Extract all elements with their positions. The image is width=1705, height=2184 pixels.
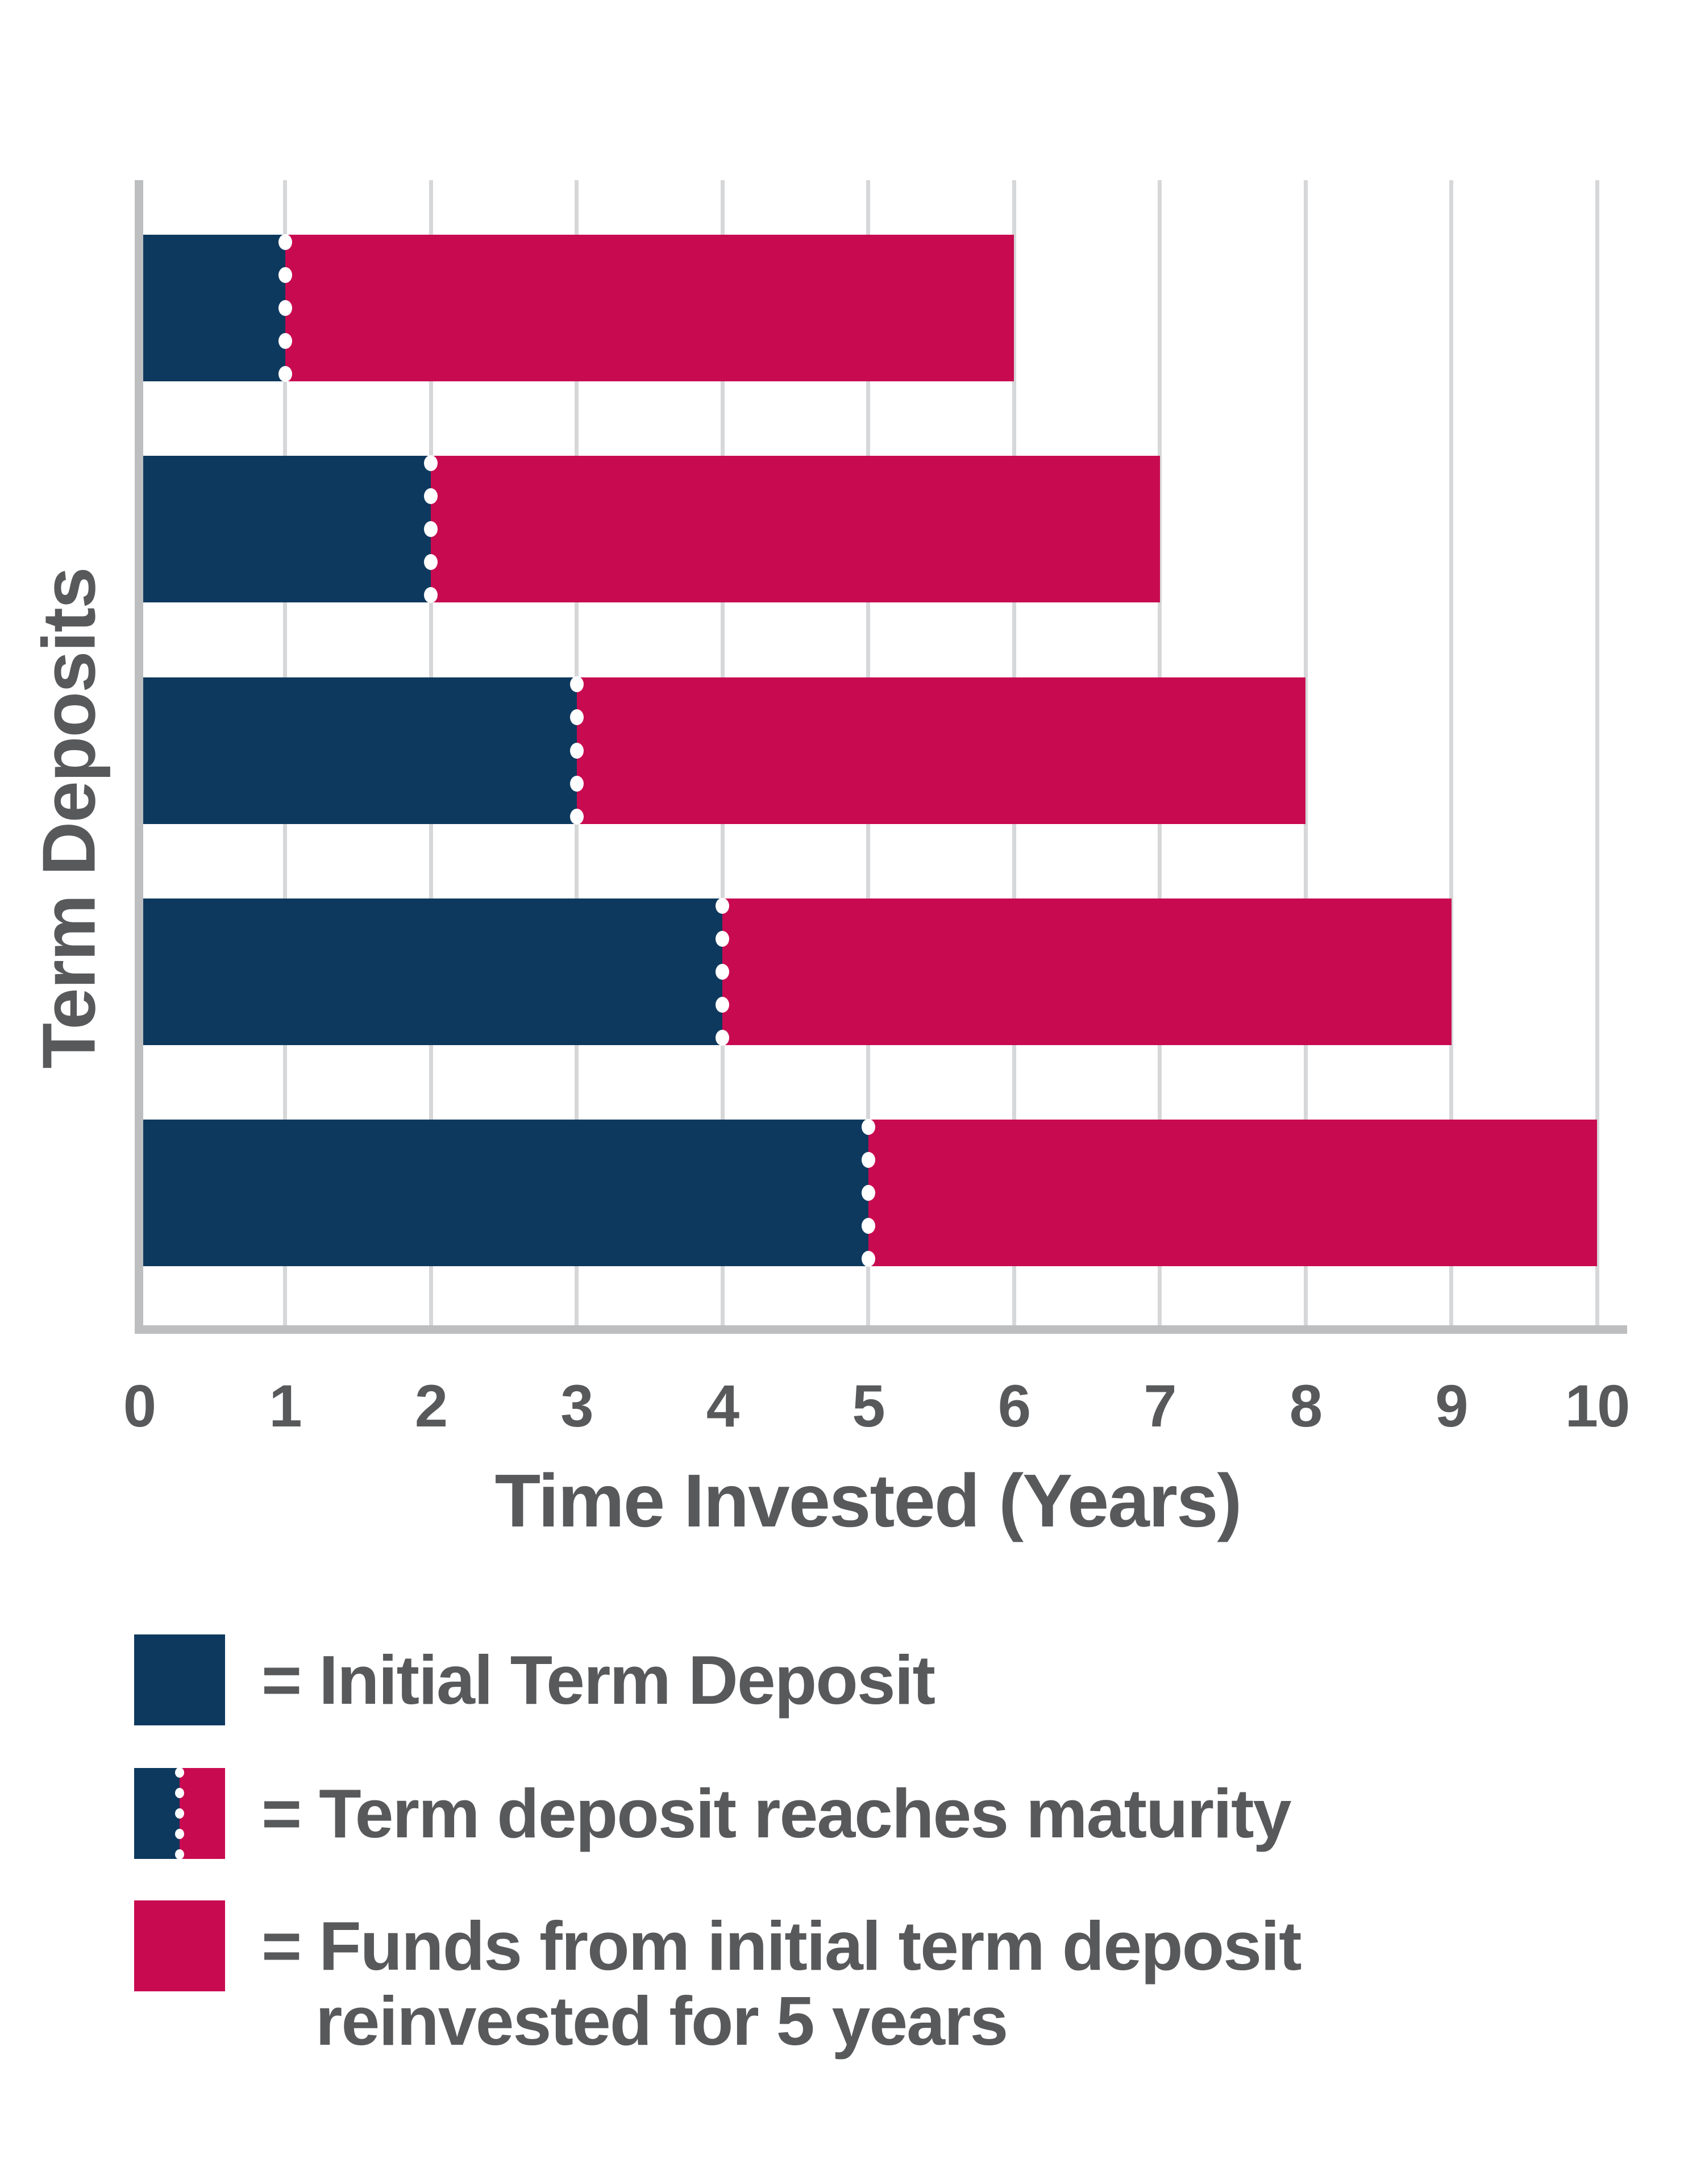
initial-deposit-segment	[143, 898, 722, 1045]
legend-swatch-initial-half	[134, 1768, 180, 1859]
gridline-year-10	[1595, 180, 1599, 1325]
maturity-marker-dot	[569, 808, 584, 825]
maturity-marker-dot	[861, 1218, 875, 1234]
reinvested-segment	[868, 1120, 1597, 1266]
maturity-marker-dot	[716, 1029, 729, 1046]
x-tick-label-9: 9	[1435, 1373, 1468, 1440]
y-axis-title: Term Deposits	[27, 568, 111, 1069]
x-tick-label-7: 7	[1143, 1373, 1176, 1440]
maturity-marker-dot	[861, 1251, 875, 1267]
initial-deposit-segment	[143, 677, 577, 824]
maturity-marker-dot	[861, 1118, 875, 1135]
legend-label-initial-term-deposit: = Initial Term Deposit	[261, 1641, 935, 1719]
maturity-marker-dot	[861, 1151, 875, 1168]
maturity-marker-dot	[424, 554, 438, 571]
reinvested-segment	[576, 677, 1305, 824]
x-tick-label-3: 3	[560, 1373, 593, 1440]
x-tick-label-8: 8	[1289, 1373, 1323, 1440]
legend-maturity-dot	[175, 1768, 184, 1778]
maturity-marker-dot	[278, 234, 292, 250]
gridline-year-8	[1303, 180, 1308, 1325]
maturity-marker-dot	[569, 775, 584, 792]
maturity-marker-dot	[424, 488, 438, 505]
maturity-marker-dot	[569, 709, 584, 726]
maturity-marker-dot	[278, 300, 292, 316]
maturity-marker-dot	[424, 521, 438, 538]
x-tick-label-4: 4	[706, 1373, 739, 1440]
maturity-marker-dot	[278, 333, 292, 350]
x-axis-title: Time Invested (Years)	[494, 1459, 1242, 1542]
maturity-marker-dot	[424, 455, 438, 472]
initial-deposit-segment	[143, 235, 285, 381]
x-tick-label-2: 2	[414, 1373, 448, 1440]
initial-deposit-segment	[143, 456, 431, 603]
maturity-marker-dot	[861, 1185, 875, 1201]
legend-swatch-term-deposit-reaches-maturity	[134, 1768, 225, 1859]
maturity-marker-dot	[716, 963, 729, 980]
legend-swatch-funds-reinvested	[134, 1900, 225, 1991]
legend-label-funds-reinvested: = Funds from initial term deposit reinves…	[261, 1907, 1302, 2060]
reinvested-segment	[285, 235, 1014, 381]
legend-maturity-dot	[175, 1829, 184, 1839]
legend-maturity-dot	[175, 1788, 184, 1798]
x-axis-line	[135, 1325, 1627, 1334]
x-tick-label-0: 0	[123, 1373, 156, 1440]
maturity-marker-dot	[569, 742, 584, 759]
maturity-marker-dot	[716, 930, 729, 947]
x-tick-label-5: 5	[852, 1373, 885, 1440]
legend-label-term-deposit-reaches-maturity: = Term deposit reaches maturity	[261, 1775, 1291, 1852]
maturity-marker-dot	[278, 267, 292, 283]
maturity-marker-dot	[424, 587, 438, 604]
maturity-marker-dot	[278, 366, 292, 382]
maturity-marker-dot	[716, 897, 729, 914]
maturity-marker-dot	[716, 996, 729, 1013]
legend-swatch-reinvested-half	[180, 1768, 225, 1859]
x-tick-label-1: 1	[269, 1373, 302, 1440]
legend-maturity-dot	[175, 1808, 184, 1819]
legend-maturity-dot	[175, 1849, 184, 1859]
x-tick-label-6: 6	[997, 1373, 1031, 1440]
initial-deposit-segment	[143, 1120, 868, 1266]
legend-swatch-initial-term-deposit	[134, 1634, 225, 1725]
maturity-marker-dot	[569, 676, 584, 693]
x-tick-label-10: 10	[1565, 1373, 1631, 1440]
y-axis-line	[135, 180, 143, 1334]
gridline-year-9	[1449, 180, 1453, 1325]
reinvested-segment	[431, 456, 1160, 603]
reinvested-segment	[722, 898, 1452, 1045]
